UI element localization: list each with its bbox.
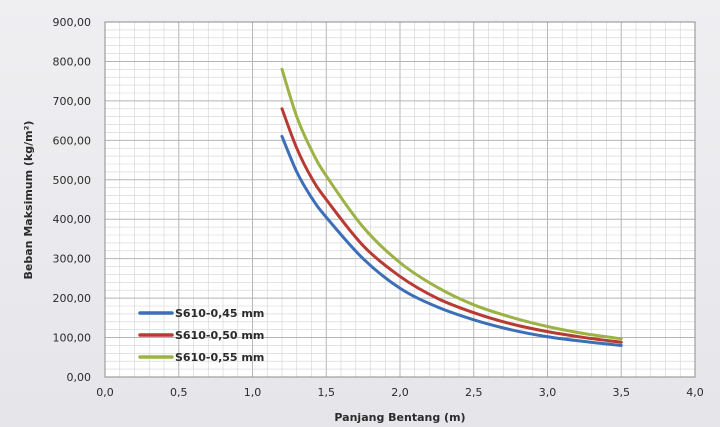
x-tick-label: 0,5 [170, 386, 188, 399]
legend-label: S610-0,50 mm [175, 329, 264, 342]
series-lines [280, 67, 623, 347]
x-tick-label: 4,0 [686, 386, 704, 399]
series-line-2 [280, 107, 623, 344]
y-tick-label: 900,00 [53, 16, 92, 29]
y-tick-label: 800,00 [53, 55, 92, 68]
y-axis-title: Beban Maksimum (kg/m²) [22, 121, 35, 280]
x-tick-label: 2,0 [391, 386, 409, 399]
legend-label: S610-0,45 mm [175, 307, 264, 320]
y-tick-label: 300,00 [53, 253, 92, 266]
legend-label: S610-0,55 mm [175, 351, 264, 364]
x-tick-label: 3,5 [613, 386, 631, 399]
y-tick-label: 700,00 [53, 95, 92, 108]
series-line-3 [280, 67, 623, 341]
grid-lines [104, 21, 696, 378]
axis-ticks: 0,0 0,5 1,0 1,5 2,0 2,5 3,0 3,5 4,0 0,00 100,00 200… [53, 16, 704, 399]
y-tick-label: 200,00 [53, 292, 92, 305]
y-tick-label: 0,00 [67, 371, 92, 384]
y-tick-label: 500,00 [53, 174, 92, 187]
legend: S610-0,45 mm S610-0,50 mm S610-0,55 mm [138, 307, 264, 364]
series-line-1 [280, 134, 623, 347]
x-tick-label: 1,5 [318, 386, 336, 399]
x-axis-title: Panjang Bentang (m) [334, 411, 465, 424]
y-tick-label: 100,00 [53, 332, 92, 345]
x-tick-label: 0,0 [96, 386, 114, 399]
x-tick-label: 1,0 [244, 386, 262, 399]
x-tick-label: 3,0 [539, 386, 557, 399]
x-tick-label: 2,5 [465, 386, 483, 399]
y-tick-label: 400,00 [53, 213, 92, 226]
plot-border [104, 21, 696, 378]
y-tick-label: 600,00 [53, 134, 92, 147]
